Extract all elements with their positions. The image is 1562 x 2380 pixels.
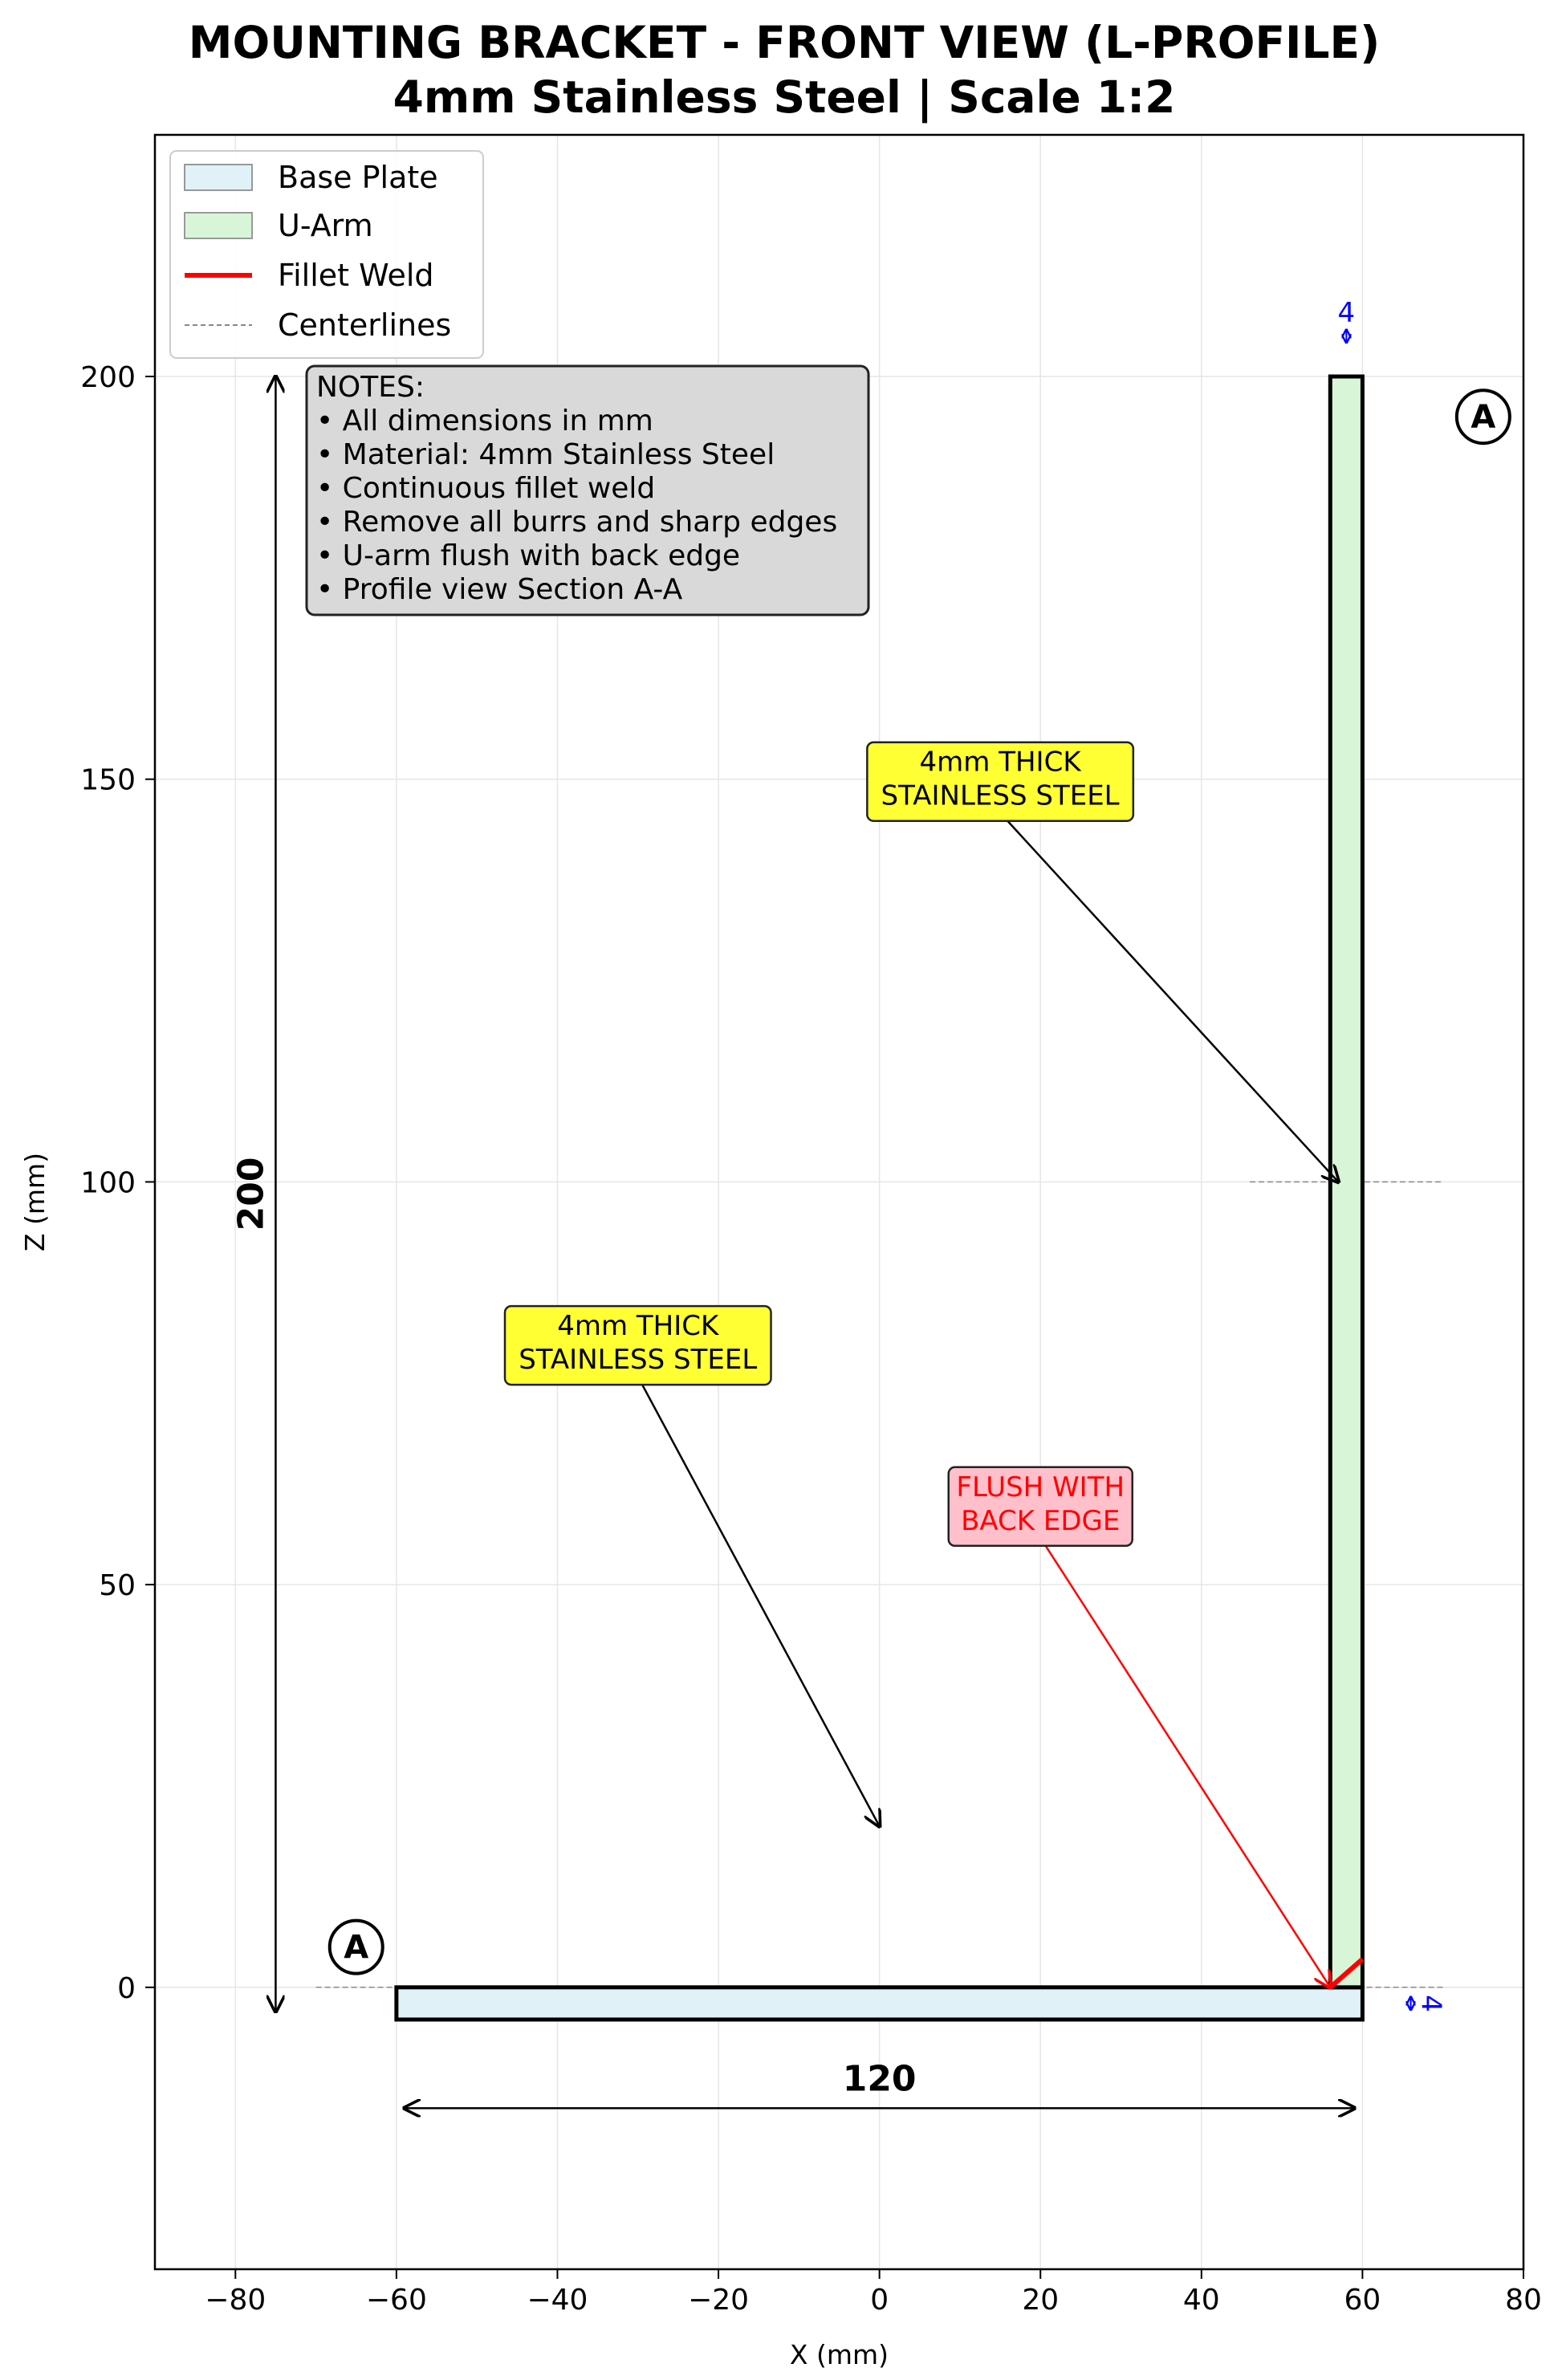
x-tick-label: 60 [1344,2284,1381,2317]
y-tick-label: 200 [80,361,136,394]
callout-text: STAINLESS STEEL [519,1344,757,1376]
title-line-1: MOUNTING BRACKET - FRONT VIEW (L-PROFILE… [189,17,1381,68]
callout-text: STAINLESS STEEL [881,780,1120,812]
x-tick-label: 0 [870,2284,889,2317]
notes-line: • Profile view Section A-A [316,573,683,606]
callout-arrow [999,812,1338,1182]
x-tick-label: 20 [1022,2284,1059,2317]
legend-label-centerlines: Centerlines [278,307,451,343]
arm-thickness-label: 4 [1338,297,1356,329]
x-tick-label: −60 [366,2284,427,2317]
title-line-2: 4mm Stainless Steel | Scale 1:2 [393,71,1176,124]
notes-line: • Continuous fillet weld [316,472,655,505]
y-axis-label: Z (mm) [19,1153,51,1251]
callout-box [866,741,1135,822]
height-dimension-label: 200 [230,1157,271,1231]
base-plate [394,1985,1365,2022]
notes-frame [305,364,870,616]
callout-text: 4mm THICK [557,1310,720,1342]
callout-text: BACK EDGE [961,1505,1120,1537]
section-marker-circle [327,1918,384,1975]
plot-frame [153,133,1525,2271]
notes-box: NOTES: • All dimensions in mm • Material… [305,364,870,616]
x-tick-label: −20 [688,2284,749,2317]
x-tick-label: 80 [1505,2284,1542,2317]
callout-arrow [637,1376,880,1826]
y-tick-label: 0 [117,1972,136,2005]
legend: Base Plate U-Arm Fillet Weld Centerlines [169,150,484,359]
y-tick-label: 50 [99,1569,136,1602]
u-arm [1328,374,1365,1990]
x-tick-label: −40 [527,2284,588,2317]
axis-ticks: −80 −60 −40 −20 0 20 40 60 80 0 50 100 150 200 [80,361,1542,2317]
y-tick-label: 150 [80,764,136,797]
x-tick-label: 40 [1183,2284,1220,2317]
callout-box [503,1304,772,1386]
section-marker-label: A [1470,399,1495,436]
legend-label-u-arm: U-Arm [278,208,373,243]
width-dimension-label: 120 [843,2058,917,2099]
legend-swatch-base-plate [184,164,253,191]
fillet-weld [1328,1957,1365,1990]
callout-text: FLUSH WITH [956,1471,1125,1503]
plate-thickness-label: 4 [1415,1995,1447,2012]
callout-text: 4mm THICK [920,747,1083,779]
callout-arrow [1039,1537,1330,1987]
section-marker-label: A [344,1930,368,1967]
callout-box [947,1466,1133,1548]
section-labels: AA [327,389,1511,1975]
notes-line: • Remove all burrs and sharp edges [316,506,837,539]
legend-label-base-plate: Base Plate [278,160,438,195]
notes-line: • U-arm flush with back edge [316,539,740,572]
legend-frame [169,150,484,359]
legend-label-fillet-weld: Fillet Weld [278,258,434,293]
x-axis-label: X (mm) [790,2339,889,2370]
legend-swatch-u-arm [184,212,253,239]
bracket-parts [394,374,1365,2022]
section-marker-circle [1454,389,1511,445]
notes-line: • Material: 4mm Stainless Steel [316,438,775,471]
dimensions: 200 120 4 4 [230,297,1447,2108]
y-tick-label: 100 [80,1166,136,1199]
notes-heading: NOTES: [316,371,425,404]
x-tick-label: −80 [205,2284,266,2317]
notes-line: • All dimensions in mm [316,405,653,437]
